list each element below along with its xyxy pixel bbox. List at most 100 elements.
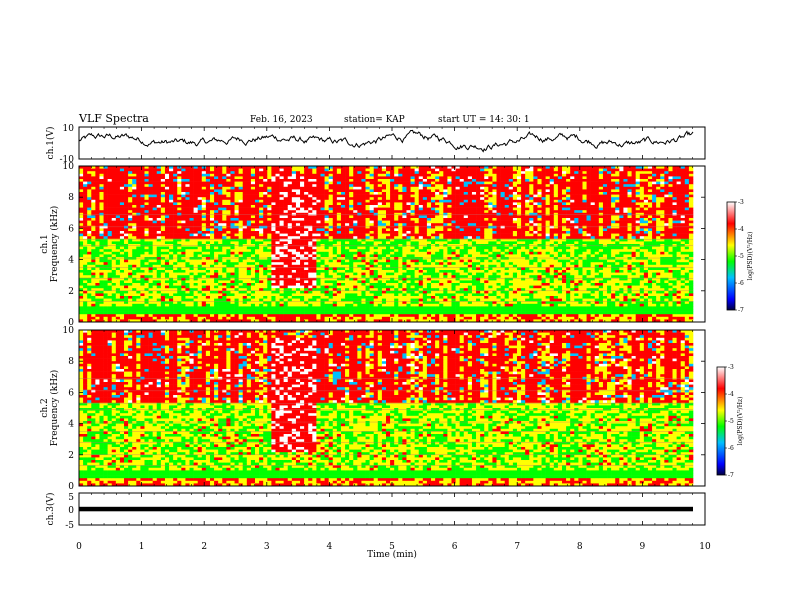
spectrogram-cell: [218, 312, 222, 315]
spectrogram-cell: [271, 286, 275, 289]
spectrogram-cell: [247, 254, 251, 257]
spectrogram-cell: [230, 270, 234, 273]
spectrogram-cell: [83, 247, 87, 250]
spectrogram-cell: [165, 202, 169, 205]
spectrogram-cell: [378, 210, 382, 213]
spectrogram-cell: [263, 312, 267, 315]
spectrogram-cell: [181, 197, 185, 200]
spectrogram-cell: [325, 208, 329, 211]
spectrogram-cell: [284, 296, 288, 299]
spectrogram-cell: [366, 195, 370, 198]
spectrogram-cell: [165, 280, 169, 283]
spectrogram-cell: [194, 223, 198, 226]
spectrogram-cell: [275, 221, 279, 224]
spectrogram-cell: [370, 291, 374, 294]
spectrogram-cell: [361, 291, 365, 294]
spectrogram-cell: [378, 205, 382, 208]
spectrogram-cell: [353, 184, 357, 187]
spectrogram-cell: [116, 280, 120, 283]
spectrogram-cell: [239, 306, 243, 309]
spectrogram-cell: [402, 247, 406, 250]
spectrogram-cell: [325, 169, 329, 172]
spectrogram-cell: [190, 299, 194, 302]
spectrogram-cell: [280, 179, 284, 182]
spectrogram-cell: [235, 262, 239, 265]
spectrogram-cell: [104, 228, 108, 231]
spectrogram-cell: [132, 231, 136, 234]
spectrogram-cell: [206, 296, 210, 299]
spectrogram-cell: [398, 208, 402, 211]
spectrogram-cell: [370, 205, 374, 208]
spectrogram-cell: [288, 306, 292, 309]
spectrogram-cell: [149, 270, 153, 273]
spectrogram-cell: [198, 208, 202, 211]
spectrogram-cell: [194, 189, 198, 192]
spectrogram-cell: [83, 314, 87, 317]
spectrogram-cell: [120, 218, 124, 221]
spectrogram-cell: [226, 299, 230, 302]
spectrogram-cell: [218, 176, 222, 179]
spectrogram-cell: [280, 226, 284, 229]
spectrogram-cell: [104, 317, 108, 320]
spectrogram-cell: [198, 200, 202, 203]
spectrogram-cell: [329, 257, 333, 260]
spectrogram-cell: [329, 291, 333, 294]
spectrogram-cell: [210, 306, 214, 309]
spectrogram-cell: [394, 314, 398, 317]
spectrogram-cell: [382, 299, 386, 302]
spectrogram-cell: [190, 314, 194, 317]
spectrogram-cell: [353, 249, 357, 252]
spectrogram-cell: [325, 187, 329, 190]
spectrogram-cell: [308, 291, 312, 294]
spectrogram-cell: [128, 236, 132, 239]
spectrogram-cell: [398, 304, 402, 307]
spectrogram-cell: [161, 189, 165, 192]
spectrogram-cell: [325, 275, 329, 278]
spectrogram-cell: [390, 241, 394, 244]
spectrogram-cell: [267, 223, 271, 226]
spectrogram-cell: [108, 236, 112, 239]
spectrogram-cell: [378, 304, 382, 307]
spectrogram-cell: [136, 267, 140, 270]
spectrogram-cell: [153, 280, 157, 283]
spectrogram-cell: [87, 283, 91, 286]
spectrogram-cell: [165, 226, 169, 229]
spectrogram-cell: [153, 241, 157, 244]
spectrogram-cell: [374, 208, 378, 211]
spectrogram-cell: [333, 293, 337, 296]
spectrogram-cell: [415, 174, 419, 177]
spectrogram-cell: [321, 228, 325, 231]
spectrogram-cell: [112, 314, 116, 317]
spectrogram-cell: [206, 254, 210, 257]
spectrogram-cell: [169, 228, 173, 231]
spectrogram-cell: [267, 179, 271, 182]
spectrogram-cell: [316, 202, 320, 205]
spectrogram-cell: [206, 241, 210, 244]
spectrogram-cell: [386, 317, 390, 320]
spectrogram-cell: [149, 228, 153, 231]
spectrogram-cell: [390, 182, 394, 185]
spectrogram-cell: [230, 293, 234, 296]
spectrogram-cell: [353, 262, 357, 265]
spectrogram-cell: [214, 304, 218, 307]
spectrogram-cell: [169, 176, 173, 179]
spectrogram-cell: [251, 273, 255, 276]
spectrogram-cell: [329, 195, 333, 198]
spectrogram-cell: [402, 182, 406, 185]
spectrogram-cell: [173, 176, 177, 179]
spectrogram-cell: [173, 221, 177, 224]
date-label: Feb. 16, 2023: [250, 115, 313, 125]
spectrogram-cell: [284, 205, 288, 208]
spectrogram-cell: [267, 249, 271, 252]
spectrogram-cell: [202, 221, 206, 224]
spectrogram-cell: [267, 228, 271, 231]
spectrogram-cell: [153, 192, 157, 195]
spectrogram-cell: [267, 304, 271, 307]
spectrogram-cell: [214, 314, 218, 317]
spectrogram-cell: [243, 262, 247, 265]
spectrogram-cell: [402, 236, 406, 239]
spectrogram-cell: [104, 189, 108, 192]
spectrogram-cell: [255, 312, 259, 315]
spectrogram-cell: [300, 304, 304, 307]
spectrogram-cell: [235, 226, 239, 229]
